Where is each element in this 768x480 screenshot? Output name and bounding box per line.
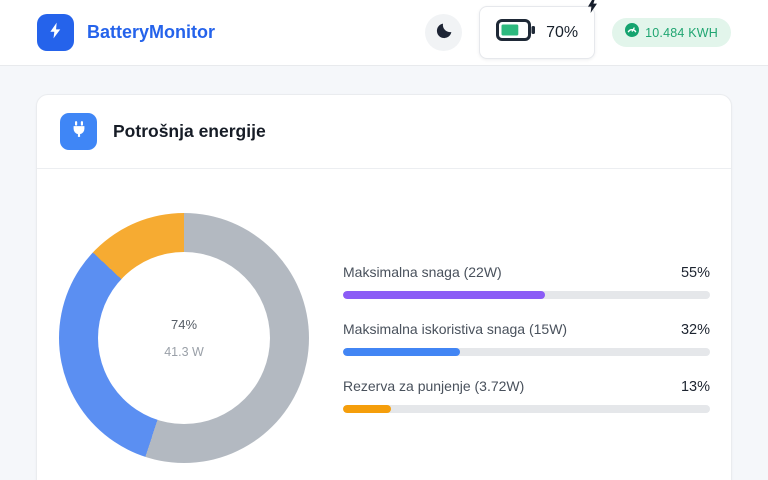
energy-total-label: 10.484 KWH xyxy=(645,25,718,40)
plug-icon xyxy=(69,119,89,144)
app-title: BatteryMonitor xyxy=(87,22,216,42)
metric-label: Rezerva za punjenje (3.72W) xyxy=(343,377,525,394)
progress-track xyxy=(343,404,710,413)
card-title: Potrošnja energije xyxy=(113,121,266,141)
card-icon xyxy=(60,113,97,150)
app-header: BatteryMonitor 70% xyxy=(0,0,768,66)
lightning-bolt-icon xyxy=(46,21,65,45)
battery-status-card: 70% xyxy=(479,0,598,59)
energy-consumption-card: Potrošnja energije 74% 41.3 W Maksimalna… xyxy=(36,94,732,480)
battery-icon xyxy=(496,18,536,47)
metric-percent: 32% xyxy=(680,321,710,338)
progress-track xyxy=(343,347,710,356)
charging-bolt-icon xyxy=(587,0,598,18)
battery-fill xyxy=(501,24,519,36)
donut-chart-container: 74% 41.3 W xyxy=(59,213,309,463)
progress-track xyxy=(343,290,710,299)
metric-row-charge-reserve: Rezerva za punjenje (3.72W) 13% xyxy=(343,378,710,413)
progress-fill xyxy=(343,347,461,356)
app-logo xyxy=(37,14,74,51)
metric-percent: 13% xyxy=(680,378,710,395)
donut-center-watts: 41.3 W xyxy=(164,345,204,359)
donut-center-percent: 74% xyxy=(170,317,198,332)
progress-fill xyxy=(343,404,391,413)
battery-percentage: 70% xyxy=(546,23,579,41)
metric-row-usable-power: Maksimalna iskoristiva snaga (15W) 32% xyxy=(343,321,710,356)
card-header: Potrošnja energije xyxy=(37,95,731,169)
moon-icon xyxy=(434,21,454,44)
donut-center: 74% 41.3 W xyxy=(98,252,270,424)
metric-row-max-power: Maksimalna snaga (22W) 55% xyxy=(343,264,710,299)
progress-fill xyxy=(343,290,545,299)
metric-percent: 55% xyxy=(680,264,710,281)
theme-toggle-button[interactable] xyxy=(425,14,463,51)
energy-consumption-badge: 10.484 KWH xyxy=(612,18,731,47)
main-content: Potrošnja energije 74% 41.3 W Maksimalna… xyxy=(0,66,768,480)
metric-label: Maksimalna snaga (22W) xyxy=(343,263,502,280)
gauge-icon xyxy=(625,23,640,42)
metrics-list: Maksimalna snaga (22W) 55% Maksimalna is… xyxy=(343,264,710,413)
metric-label: Maksimalna iskoristiva snaga (15W) xyxy=(343,320,568,337)
card-body: 74% 41.3 W Maksimalna snaga (22W) 55% xyxy=(37,169,731,463)
